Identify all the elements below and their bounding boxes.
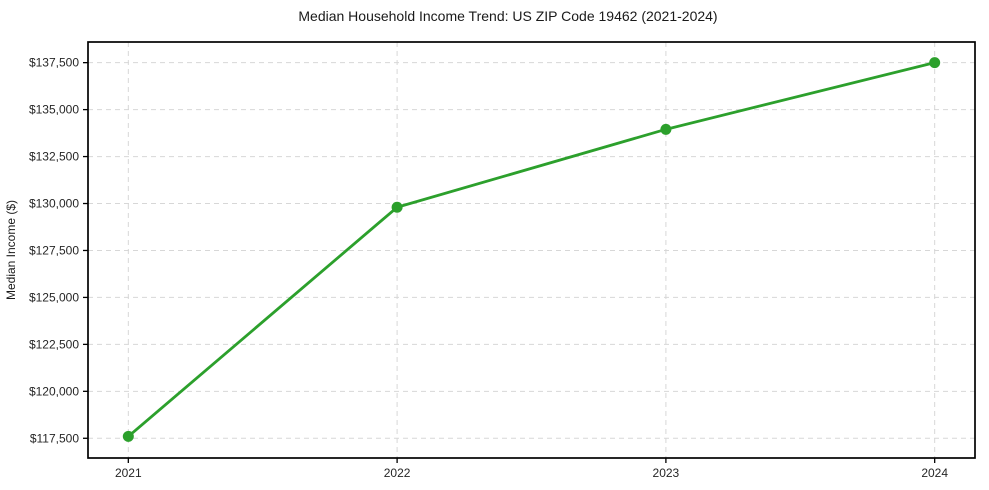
y-tick-label: $132,500 <box>29 150 79 164</box>
y-tick-label: $117,500 <box>30 431 79 445</box>
axis-layer: $117,500 $120,000 $122,500 $125,000 $127,500… <box>29 41 976 480</box>
y-tick-label: $137,500 <box>29 56 79 70</box>
x-tick-label: 2023 <box>653 466 680 480</box>
y-tick-label: $120,000 <box>29 384 79 398</box>
data-point-2023 <box>660 123 672 135</box>
data-point-2024 <box>929 57 941 69</box>
y-tick-label: $135,000 <box>29 103 79 117</box>
data-point-2022 <box>391 201 403 213</box>
y-tick-label: $127,500 <box>29 243 79 257</box>
y-axis-label: Median Income ($) <box>4 200 18 300</box>
x-tick-label: 2022 <box>384 466 411 480</box>
y-tick-label: $130,000 <box>29 197 79 211</box>
y-tick-label: $122,500 <box>29 337 79 351</box>
chart-title: Median Household Income Trend: US ZIP Co… <box>298 8 717 24</box>
data-point-2021 <box>122 430 134 442</box>
x-tick-label: 2021 <box>115 466 142 480</box>
trend-line <box>126 61 937 438</box>
y-tick-label: $125,000 <box>29 290 79 304</box>
x-tick-label: 2024 <box>921 466 948 480</box>
data-layer <box>122 57 941 442</box>
grid-layer <box>88 42 975 458</box>
